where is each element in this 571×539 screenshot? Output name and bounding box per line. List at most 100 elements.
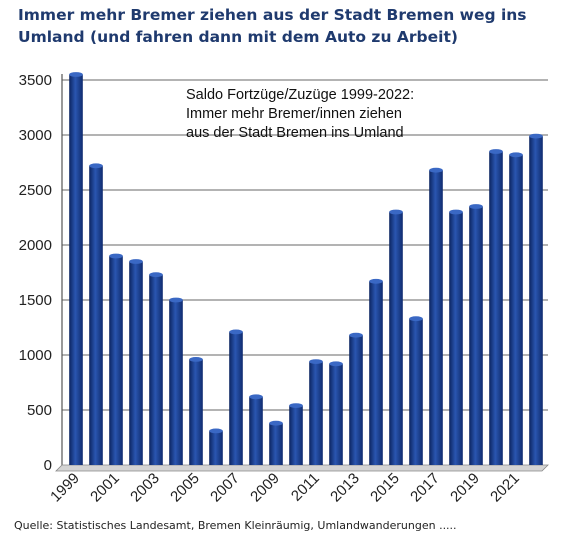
bar <box>369 278 383 465</box>
y-tick-label: 3000 <box>19 127 52 144</box>
bar-cap <box>149 272 163 278</box>
x-tick-label: 2015 <box>367 470 403 506</box>
bar-body <box>329 363 343 465</box>
x-tick-label: 2019 <box>447 470 483 506</box>
bar-cap <box>269 420 283 426</box>
bar <box>509 152 523 466</box>
bar-cap <box>249 394 263 400</box>
bar-cap <box>429 167 443 173</box>
bar-body <box>509 154 523 466</box>
bar-cap <box>489 149 503 154</box>
bar-body <box>229 331 243 465</box>
bar-body <box>349 335 363 465</box>
x-tick-labels: 1999 2001 2003 2005 2007 2009 2011 2013 2015 2017… <box>47 470 523 506</box>
bar-body <box>249 396 263 465</box>
bar-cap <box>169 297 183 303</box>
bar <box>229 329 243 465</box>
y-tick-labels: 0 500 1000 1500 2000 2500 3000 3500 <box>19 72 52 474</box>
x-tick-label: 2017 <box>407 470 443 506</box>
bar-cap <box>129 259 143 264</box>
x-tick-label: 2009 <box>247 470 283 506</box>
bar <box>189 357 203 465</box>
bar <box>329 361 343 465</box>
bar <box>489 149 503 465</box>
bar-body <box>209 430 223 465</box>
x-tick-label: 2011 <box>288 470 323 505</box>
y-tick-label: 0 <box>44 457 52 474</box>
bar-cap <box>349 332 363 338</box>
annotation: Saldo Fortzüge/Zuzüge 1999-2022: Immer me… <box>186 87 414 141</box>
bar <box>309 359 323 465</box>
y-tick-label: 3500 <box>19 72 52 89</box>
bar-cap <box>89 163 103 169</box>
bar <box>449 209 463 465</box>
gridlines <box>62 79 548 411</box>
x-axis-floor <box>55 464 549 472</box>
bar-body <box>429 170 443 465</box>
x-tick-label: 2013 <box>327 470 363 506</box>
bar <box>269 420 283 465</box>
bar-body <box>169 300 183 465</box>
bar <box>389 209 403 465</box>
bar-body <box>529 136 543 465</box>
bar <box>209 428 223 465</box>
y-tick-label: 2500 <box>19 182 52 199</box>
x-tick-label: 1999 <box>47 470 83 506</box>
bar-body <box>149 274 163 465</box>
bar-body <box>449 212 463 465</box>
source-note: Quelle: Statistisches Landesamt, Bremen … <box>14 519 457 532</box>
bar-body <box>69 74 83 465</box>
axes <box>55 74 549 472</box>
bar <box>89 163 103 466</box>
x-tick-label: 2001 <box>87 470 123 506</box>
bar-cap <box>289 403 303 408</box>
bar <box>129 259 143 465</box>
bar-cap <box>409 316 423 322</box>
bar-cap <box>509 152 523 158</box>
bar <box>429 167 443 465</box>
bar <box>149 272 163 465</box>
bar <box>289 403 303 465</box>
bar-cap <box>469 204 483 209</box>
x-tick-label: 2003 <box>127 470 163 506</box>
x-tick-label: 2005 <box>167 470 203 506</box>
bar-body <box>189 359 203 465</box>
bar <box>529 133 543 465</box>
bar <box>249 394 263 465</box>
y-tick-label: 500 <box>27 402 52 419</box>
y-tick-label: 1500 <box>19 292 52 309</box>
bar-cap <box>389 209 403 215</box>
bar-cap <box>229 329 243 335</box>
annotation-text: Saldo Fortzüge/Zuzüge 1999-2022: Immer me… <box>186 87 414 141</box>
bar-cap <box>109 253 123 259</box>
x-tick-label: 2007 <box>207 470 243 506</box>
bar <box>69 72 83 465</box>
bars <box>69 72 543 466</box>
bar-cap <box>329 361 343 367</box>
bar-body <box>289 405 303 465</box>
bar-cap <box>369 278 383 284</box>
chart-title: Immer mehr Bremer ziehen aus der Stadt B… <box>18 6 527 46</box>
bar-cap <box>69 72 83 77</box>
bar-body <box>389 212 403 465</box>
bar <box>349 332 363 465</box>
bar-body <box>109 256 123 465</box>
bar-body <box>469 206 483 465</box>
y-tick-label: 2000 <box>19 237 52 254</box>
bar-body <box>369 281 383 465</box>
bar <box>469 204 483 465</box>
bar-cap <box>529 133 543 139</box>
bar-body <box>409 318 423 465</box>
bar-cap <box>309 359 323 364</box>
bar-body <box>489 151 503 465</box>
bar-body <box>89 165 103 466</box>
y-tick-label: 1000 <box>19 347 52 364</box>
bar <box>409 316 423 465</box>
bar-cap <box>449 209 463 215</box>
bar-body <box>269 423 283 465</box>
bar <box>109 253 123 465</box>
bar <box>169 297 183 465</box>
bar-body <box>129 261 143 465</box>
bar-cap <box>189 357 203 362</box>
